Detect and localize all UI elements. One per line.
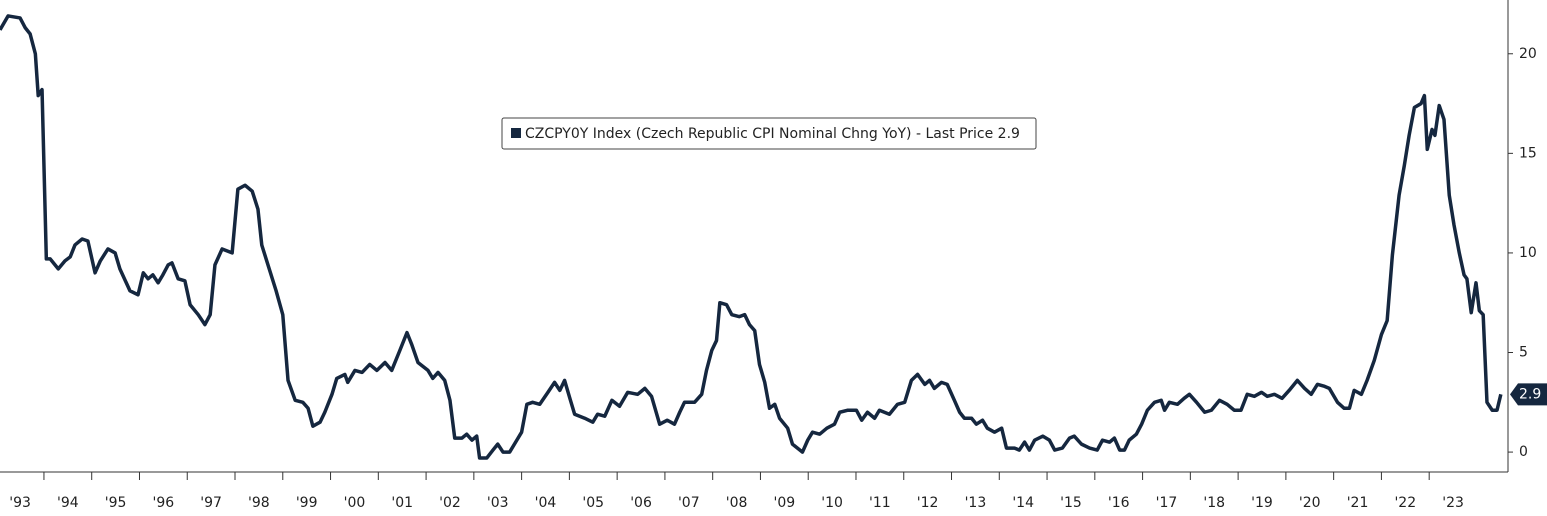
x-tick-label: '15 (1060, 495, 1082, 511)
x-tick-label: '14 (1012, 495, 1034, 511)
x-tick-label: '97 (200, 495, 222, 511)
x-tick-label: '17 (1156, 495, 1178, 511)
x-tick-label: '21 (1347, 495, 1369, 511)
x-tick-label: '00 (344, 495, 366, 511)
y-tick-label: 0 (1519, 444, 1528, 460)
x-tick-label: '18 (1203, 495, 1225, 511)
x-tick-label: '11 (869, 495, 891, 511)
y-tick-label: 10 (1519, 245, 1537, 261)
x-tick-label: '10 (821, 495, 843, 511)
x-tick-label: '16 (1108, 495, 1130, 511)
x-tick-label: '04 (535, 495, 557, 511)
y-tick-label: 15 (1519, 145, 1537, 161)
x-tick-label: '95 (105, 495, 127, 511)
x-tick-label: '07 (678, 495, 700, 511)
x-tick-label: '23 (1442, 495, 1464, 511)
x-tick-label: '96 (153, 495, 175, 511)
x-tick-label: '20 (1299, 495, 1321, 511)
x-tick-label: '98 (248, 495, 270, 511)
legend-box (501, 117, 1037, 150)
x-tick-label: '99 (296, 495, 318, 511)
legend-swatch (511, 128, 521, 138)
y-tick-label: 5 (1519, 345, 1528, 361)
y-tick-label: 20 (1519, 46, 1537, 62)
x-tick-label: '06 (630, 495, 652, 511)
x-tick-label: '13 (965, 495, 987, 511)
x-tick-label: '08 (726, 495, 748, 511)
x-tick-label: '05 (582, 495, 604, 511)
series-line (0, 14, 1503, 460)
last-price-label: 2.9 (1519, 386, 1541, 402)
x-tick-label: '22 (1394, 495, 1416, 511)
legend-label: CZCPY0Y Index (Czech Republic CPI Nomina… (525, 126, 1020, 142)
legend: CZCPY0Y Index (Czech Republic CPI Nomina… (501, 117, 1037, 150)
x-tick-label: '19 (1251, 495, 1273, 511)
x-tick-label: '02 (439, 495, 461, 511)
x-tick-label: '93 (9, 495, 31, 511)
x-tick-label: '03 (487, 495, 509, 511)
last-price-box (1510, 383, 1547, 406)
x-tick-label: '94 (57, 495, 79, 511)
x-tick-label: '09 (773, 495, 795, 511)
x-tick-label: '01 (391, 495, 413, 511)
x-tick-label: '12 (917, 495, 939, 511)
